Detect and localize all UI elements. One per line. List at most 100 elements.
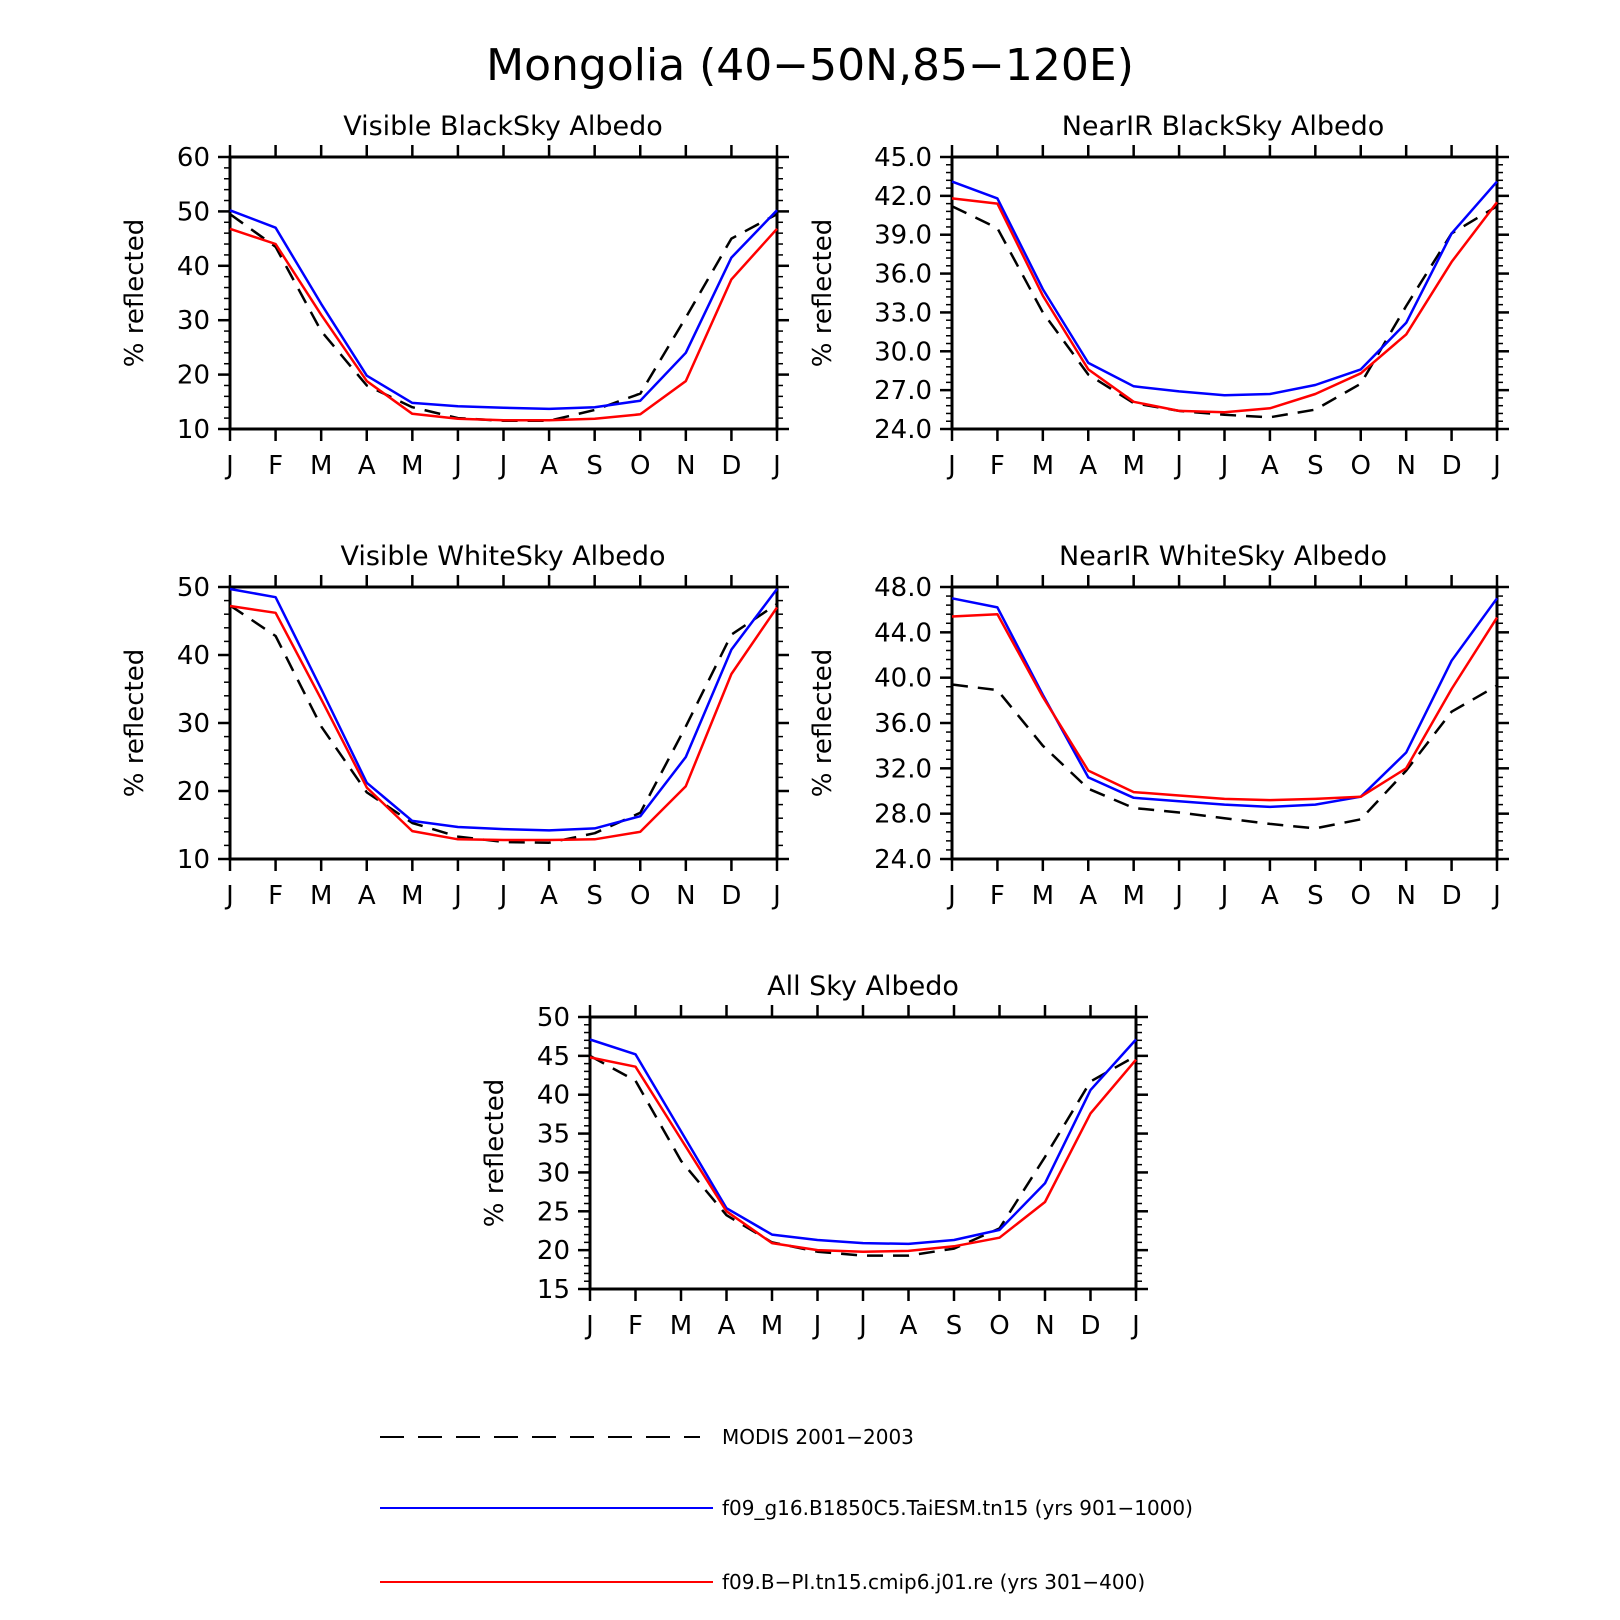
- y-tick-label: 35: [537, 1120, 570, 1150]
- x-tick-label: J: [1219, 451, 1229, 481]
- x-tick-label: S: [586, 881, 603, 911]
- y-tick-label: 10: [177, 845, 210, 875]
- x-tick-label: O: [630, 881, 650, 911]
- plot-frame: [228, 585, 779, 861]
- x-tick-label: M: [401, 881, 423, 911]
- plot-frame: [588, 1015, 1138, 1291]
- plot-frame: [228, 155, 779, 431]
- x-tick-label: J: [812, 1311, 822, 1341]
- x-tick-label: M: [670, 1311, 692, 1341]
- x-tick-label: M: [1032, 881, 1054, 911]
- x-tick-label: A: [1261, 881, 1279, 911]
- legend-item-taiesm: f09_g16.B1850C5.TaiESM.tn15 (yrs 901−100…: [380, 1496, 1193, 1520]
- x-tick-label: J: [857, 1311, 867, 1341]
- series-line-cmip6: [229, 604, 779, 842]
- series-line-cmip6: [589, 1056, 1137, 1253]
- x-tick-label: J: [224, 451, 234, 481]
- y-axis-label: % reflected: [808, 649, 838, 797]
- series-line-modis: [951, 205, 1498, 419]
- x-tick-label: D: [721, 451, 741, 481]
- series-line-cmip6: [951, 612, 1499, 802]
- x-tick-label: J: [452, 881, 462, 911]
- x-tick-label: J: [498, 881, 508, 911]
- x-tick-label: S: [946, 1311, 963, 1341]
- panel-all-sky: All Sky Albedo % reflected 15 20 25 30 35 40 4…: [480, 971, 1148, 1341]
- y-tick-label: 30: [177, 306, 210, 336]
- series-line-modis: [951, 683, 1498, 830]
- y-tick-label: 50: [177, 573, 210, 603]
- panel-nearir-whitesky: NearIR WhiteSky Albedo % reflected 24.0 2…: [808, 541, 1509, 911]
- y-axis-label: % reflected: [808, 219, 838, 367]
- panel-visible-whitesky: Visible WhiteSky Albedo % reflected 10 20…: [120, 541, 789, 911]
- y-tick-label: 24.0: [874, 415, 932, 445]
- x-tick-label: D: [1442, 451, 1462, 481]
- x-tick-label: A: [718, 1311, 736, 1341]
- x-tick-label: S: [1307, 881, 1324, 911]
- x-tick-label: F: [990, 451, 1005, 481]
- x-tick-label: J: [771, 881, 781, 911]
- plot-frame: [950, 155, 1499, 431]
- legend-item-modis: MODIS 2001−2003: [380, 1425, 914, 1449]
- x-tick-label: A: [358, 451, 376, 481]
- y-tick-label: 30.0: [874, 337, 932, 367]
- x-tick-label: O: [1351, 451, 1371, 481]
- x-tick-label: N: [1035, 1311, 1054, 1341]
- series-line-taiesm: [589, 1038, 1137, 1246]
- x-tick-label: J: [1219, 881, 1229, 911]
- y-tick-label: 50: [177, 197, 210, 227]
- y-axis-label: % reflected: [120, 649, 150, 797]
- x-tick-label: N: [1396, 881, 1415, 911]
- y-tick-label: 15: [537, 1275, 570, 1305]
- legend-label: MODIS 2001−2003: [722, 1425, 914, 1449]
- x-tick-label: J: [452, 451, 462, 481]
- y-tick-label: 25: [537, 1197, 570, 1227]
- y-tick-label: 60: [177, 143, 210, 173]
- x-tick-label: F: [268, 451, 283, 481]
- y-tick-label: 44.0: [874, 618, 932, 648]
- y-tick-label: 30: [537, 1158, 570, 1188]
- y-tick-label: 40.0: [874, 664, 932, 694]
- x-tick-label: O: [1351, 881, 1371, 911]
- panel-visible-blacksky: Visible BlackSky Albedo % reflected 10 20…: [120, 111, 789, 481]
- x-tick-label: A: [358, 881, 376, 911]
- x-tick-label: J: [1130, 1311, 1140, 1341]
- y-tick-label: 50: [537, 1003, 570, 1033]
- x-tick-label: A: [540, 881, 558, 911]
- x-tick-label: F: [268, 881, 283, 911]
- y-tick-label: 33.0: [874, 298, 932, 328]
- x-tick-label: J: [946, 451, 956, 481]
- x-tick-label: A: [1079, 451, 1097, 481]
- x-tick-label: J: [1491, 881, 1501, 911]
- series-line-cmip6: [229, 227, 778, 422]
- legend-label: f09_g16.B1850C5.TaiESM.tn15 (yrs 901−100…: [722, 1496, 1193, 1520]
- x-tick-label: N: [676, 451, 695, 481]
- series-line-modis: [229, 212, 778, 423]
- x-tick-label: O: [989, 1311, 1009, 1341]
- panel-title: Visible WhiteSky Albedo: [340, 541, 665, 572]
- series-line-modis: [229, 602, 778, 844]
- x-tick-label: A: [1261, 451, 1279, 481]
- x-tick-label: A: [1079, 881, 1097, 911]
- x-tick-label: A: [900, 1311, 918, 1341]
- series-line-modis: [589, 1054, 1137, 1257]
- x-tick-label: N: [676, 881, 695, 911]
- y-tick-label: 40: [177, 641, 210, 671]
- x-tick-label: M: [1122, 451, 1144, 481]
- y-tick-label: 36.0: [874, 709, 932, 739]
- x-tick-label: F: [628, 1311, 643, 1341]
- x-tick-label: M: [1122, 881, 1144, 911]
- panel-title: NearIR WhiteSky Albedo: [1059, 541, 1387, 572]
- legend-label: f09.B−PI.tn15.cmip6.j01.re (yrs 301−400): [722, 1570, 1145, 1594]
- series-line-taiesm: [951, 180, 1498, 397]
- y-tick-label: 28.0: [874, 800, 932, 830]
- y-axis-label: % reflected: [120, 219, 150, 367]
- x-tick-label: D: [1442, 881, 1462, 911]
- x-tick-label: O: [630, 451, 650, 481]
- panel-title: NearIR BlackSky Albedo: [1062, 111, 1385, 142]
- x-tick-label: J: [498, 451, 508, 481]
- legend: MODIS 2001−2003 f09_g16.B1850C5.TaiESM.t…: [380, 1425, 1193, 1594]
- y-axis-label: % reflected: [480, 1079, 510, 1227]
- series-line-taiesm: [951, 597, 1499, 809]
- x-tick-label: D: [1080, 1311, 1100, 1341]
